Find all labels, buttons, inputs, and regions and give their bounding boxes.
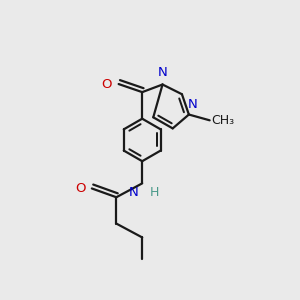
Text: N: N: [129, 186, 139, 199]
Text: O: O: [75, 182, 86, 195]
Text: N: N: [158, 66, 167, 80]
Text: CH₃: CH₃: [212, 114, 235, 127]
Text: N: N: [188, 98, 197, 111]
Text: H: H: [150, 186, 159, 199]
Text: O: O: [102, 77, 112, 91]
